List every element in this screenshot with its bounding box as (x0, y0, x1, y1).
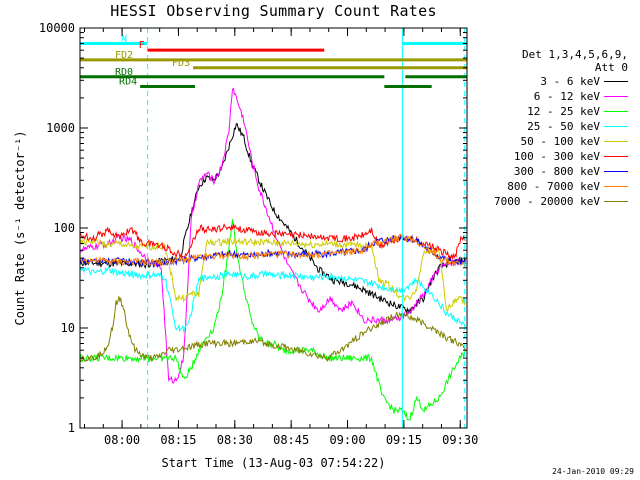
legend-swatch (604, 81, 628, 82)
legend-label: 100 - 300 keV (513, 150, 600, 163)
legend-entry: 12 - 25 keV (480, 104, 628, 119)
legend-label: 3 - 6 keV (540, 75, 600, 88)
legend-entry: 50 - 100 keV (480, 134, 628, 149)
legend-label: 25 - 50 keV (527, 120, 600, 133)
series-line-25-50-kev (80, 266, 466, 334)
legend-entries: 3 - 6 keV 6 - 12 keV 12 - 25 keV 25 - 50 ke… (480, 74, 628, 209)
legend-label: 7000 - 20000 keV (494, 195, 600, 208)
flag-label-n: N (121, 33, 127, 44)
x-tick-label: 09:30 (442, 433, 478, 447)
x-axis-label: Start Time (13-Aug-03 07:54:22) (162, 456, 386, 470)
legend-swatch (604, 156, 628, 157)
flag-label-rd4: RD4 (119, 77, 137, 88)
legend-label: 12 - 25 keV (527, 105, 600, 118)
legend-entry: 300 - 800 keV (480, 164, 628, 179)
legend-entry: 800 - 7000 keV (480, 179, 628, 194)
legend-swatch (604, 111, 628, 112)
series-line-6-12-kev (80, 87, 466, 384)
x-tick-label: 08:15 (160, 433, 196, 447)
y-tick-label: 10 (61, 321, 75, 335)
legend-swatch (604, 171, 628, 172)
x-tick-label: 08:45 (273, 433, 309, 447)
flag-label-fd3: FD3 (172, 58, 190, 69)
legend-label: 800 - 7000 keV (507, 180, 600, 193)
y-tick-label: 10000 (39, 21, 75, 35)
legend-entry: 7000 - 20000 keV (480, 194, 628, 209)
x-tick-label: 09:00 (329, 433, 365, 447)
chart-title: HESSI Observing Summary Count Rates (110, 2, 437, 20)
series-line-12-25-kev (80, 219, 466, 421)
flag-label-rd0: RD0 (115, 67, 133, 78)
y-tick-label: 1 (68, 421, 75, 435)
y-tick-label: 100 (53, 221, 75, 235)
x-tick-label: 09:15 (386, 433, 422, 447)
x-tick-label: 08:30 (217, 433, 253, 447)
legend-swatch (604, 126, 628, 127)
legend-header-detectors: Det 1,3,4,5,6,9, (522, 48, 628, 61)
legend-label: 300 - 800 keV (513, 165, 600, 178)
legend-label: 6 - 12 keV (533, 90, 600, 103)
flag-label-f: F (139, 40, 145, 51)
series-line-3-6-kev (80, 123, 466, 315)
legend-entry: 3 - 6 keV (480, 74, 628, 89)
legend-swatch (604, 141, 628, 142)
timestamp: 24-Jan-2010 09:29 (552, 467, 634, 476)
legend-swatch (604, 186, 628, 187)
legend-header-attenuator: Att 0 (594, 61, 628, 74)
legend-entry: 6 - 12 keV (480, 89, 628, 104)
y-axis-label: Count Rate (s⁻¹ detector⁻¹) (13, 130, 27, 325)
y-tick-label: 1000 (46, 121, 75, 135)
legend-entry: 100 - 300 keV (480, 149, 628, 164)
series-line-7000-20000-kev (80, 296, 466, 363)
x-tick-label: 08:00 (104, 433, 140, 447)
legend-label: 50 - 100 keV (520, 135, 600, 148)
series-line-50-100-kev (80, 236, 466, 313)
legend-swatch (604, 96, 628, 97)
flag-label-fd2: FD2 (115, 50, 133, 61)
legend-entry: 25 - 50 keV (480, 119, 628, 134)
legend-swatch (604, 201, 628, 202)
series-line-800-7000-kev (80, 232, 466, 268)
legend: Det 1,3,4,5,6,9, Att 0 3 - 6 keV 6 - 12 k… (480, 48, 628, 209)
